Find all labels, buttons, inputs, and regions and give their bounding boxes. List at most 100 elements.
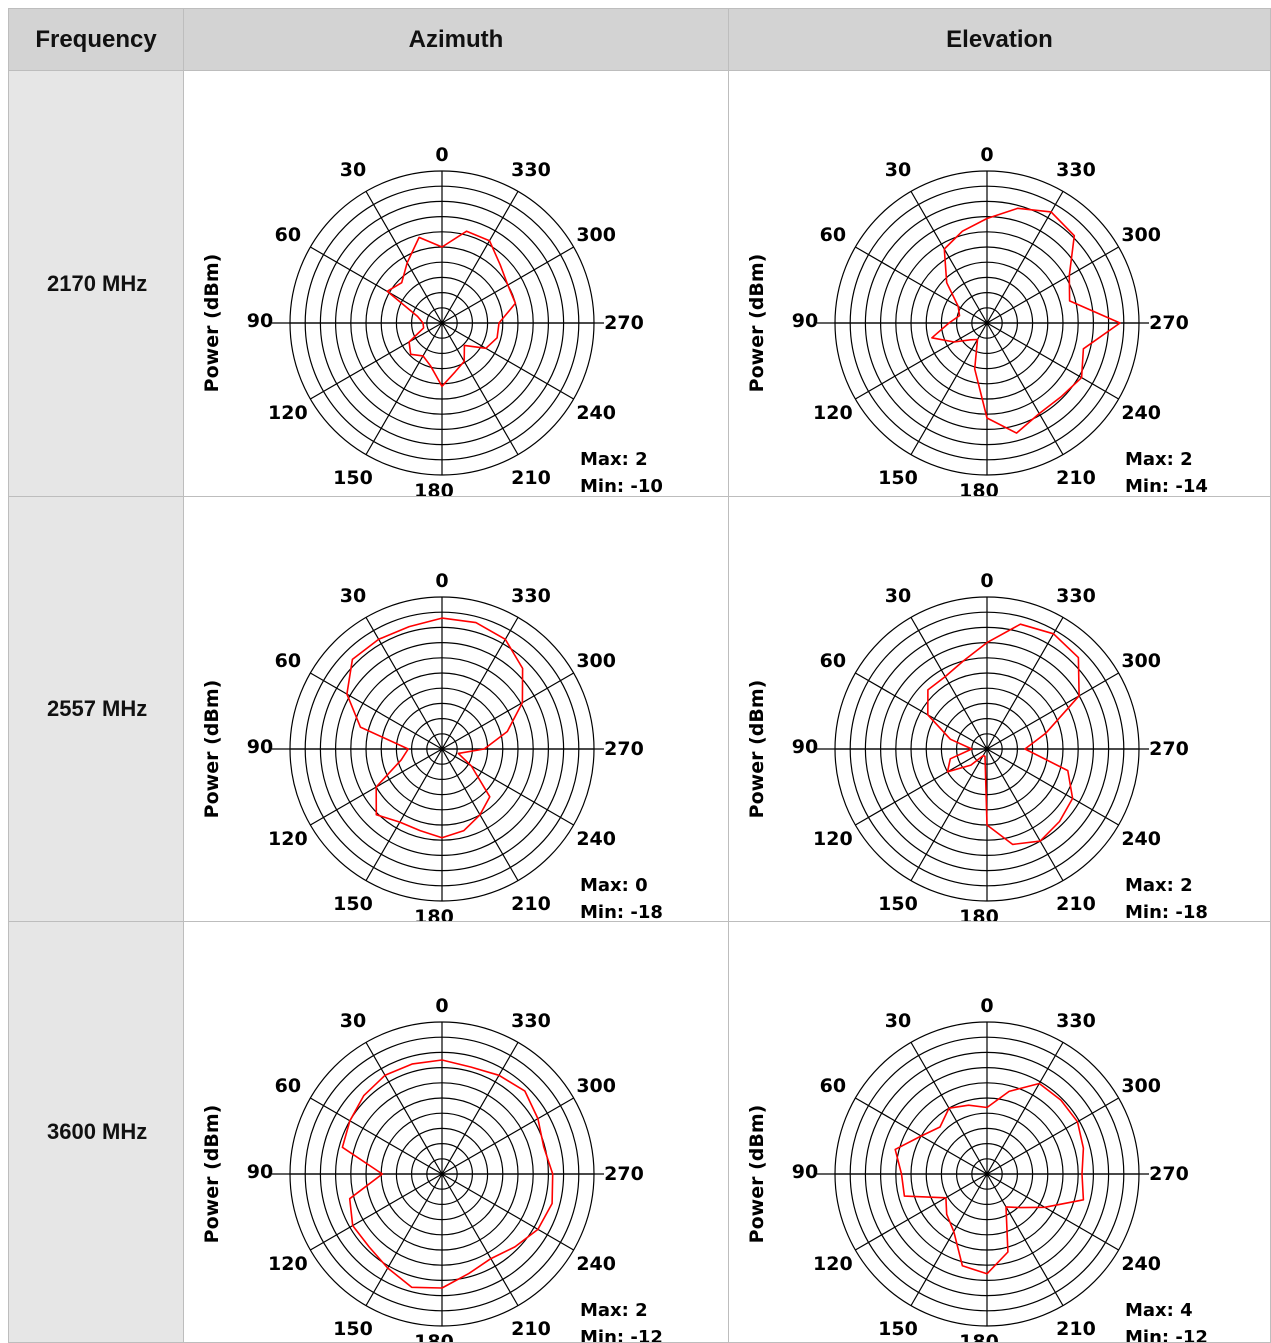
angle-tick-label: 60 — [275, 1075, 301, 1097]
grid-spoke — [986, 748, 1064, 881]
grid-spoke — [986, 672, 1119, 750]
pattern-trace — [931, 207, 1121, 434]
table-row: 2170 MHz 0 330 300 270 240 210 180 150 120 90 60 30… — [8, 70, 1271, 497]
grid-spoke — [441, 191, 519, 324]
min-label: Min: -18 — [580, 902, 663, 921]
azimuth-polar-plot: 0 330 300 270 240 210 180 150 120 90 60 30 Power (dB… — [201, 144, 663, 496]
min-label: Min: -14 — [1125, 476, 1208, 496]
grid-spoke — [855, 748, 988, 826]
angle-tick-label: 150 — [878, 893, 918, 915]
grid-spoke — [441, 1173, 519, 1306]
grid-spoke — [986, 322, 1119, 400]
max-label: Max: 0 — [580, 875, 648, 896]
frequency-cell: 2557 MHz — [8, 496, 184, 922]
grid-spoke — [986, 748, 1119, 826]
grid-spoke — [986, 246, 1119, 324]
grid-spoke — [441, 322, 519, 455]
azimuth-plot-cell: 0 330 300 270 240 210 180 150 120 90 60 30 Power (dB… — [183, 70, 729, 497]
azimuth-polar-plot: 0 330 300 270 240 210 180 150 120 90 60 30 Power (dB… — [201, 570, 663, 921]
angle-tick-label: 210 — [511, 893, 551, 915]
angle-tick-label: 0 — [980, 995, 993, 1017]
angle-tick-label: 270 — [1149, 1163, 1189, 1185]
angle-tick-label: 300 — [1121, 1075, 1161, 1097]
angle-tick-label: 0 — [980, 570, 993, 592]
grid-spoke — [441, 1042, 519, 1175]
grid-spoke — [441, 1173, 574, 1251]
grid-spoke — [986, 191, 1064, 324]
max-label: Max: 4 — [1125, 1300, 1193, 1321]
angle-tick-label: 210 — [1056, 893, 1096, 915]
min-label: Min: -12 — [1125, 1327, 1208, 1342]
angle-tick-label: 300 — [1121, 224, 1161, 246]
grid-spoke — [310, 322, 443, 400]
grid-spoke — [365, 1042, 443, 1175]
angle-tick-label: 330 — [1056, 585, 1096, 607]
angle-tick-label: 270 — [604, 738, 644, 760]
angle-tick-label: 300 — [1121, 650, 1161, 672]
radial-axis-title: Power (dBm) — [201, 254, 223, 393]
angle-tick-label: 300 — [576, 650, 616, 672]
grid-spoke — [986, 322, 1064, 455]
grid-spoke — [441, 748, 574, 826]
angle-tick-label: 60 — [820, 650, 846, 672]
grid-spoke — [365, 748, 443, 881]
grid-spoke — [986, 1042, 1064, 1175]
pattern-trace — [894, 1082, 1085, 1275]
grid-spoke — [986, 1097, 1119, 1175]
angle-tick-label: 240 — [1121, 402, 1161, 424]
angle-tick-label: 240 — [576, 1253, 616, 1275]
angle-tick-label: 300 — [576, 224, 616, 246]
angle-tick-label: 30 — [340, 585, 366, 607]
max-label: Max: 2 — [1125, 875, 1193, 896]
grid-spoke — [310, 246, 443, 324]
angle-tick-label: 330 — [511, 159, 551, 181]
angle-tick-label: 300 — [576, 1075, 616, 1097]
angle-tick-label: 60 — [275, 224, 301, 246]
angle-tick-label: 150 — [333, 1318, 373, 1340]
angle-tick-label: 330 — [511, 585, 551, 607]
angle-tick-label: 90 — [247, 736, 273, 758]
radial-axis-title: Power (dBm) — [746, 254, 768, 393]
angle-tick-label: 330 — [511, 1010, 551, 1032]
grid-spoke — [910, 322, 988, 455]
min-label: Min: -12 — [580, 1327, 663, 1342]
angle-tick-label: 150 — [333, 893, 373, 915]
pattern-trace — [386, 230, 517, 388]
grid-spoke — [910, 1173, 988, 1306]
angle-tick-label: 330 — [1056, 1010, 1096, 1032]
grid-spoke — [441, 322, 574, 400]
grid-spoke — [365, 617, 443, 750]
max-label: Max: 2 — [1125, 449, 1193, 470]
angle-tick-label: 60 — [275, 650, 301, 672]
grid-spoke — [365, 191, 443, 324]
angle-tick-label: 210 — [511, 467, 551, 489]
angle-tick-label: 30 — [885, 159, 911, 181]
angle-tick-label: 270 — [1149, 312, 1189, 334]
angle-tick-label: 120 — [268, 402, 308, 424]
antenna-pattern-table: Frequency Azimuth Elevation 2170 MHz 0 33… — [8, 8, 1271, 1343]
grid-spoke — [910, 617, 988, 750]
grid-spoke — [986, 1173, 1064, 1306]
angle-tick-label: 240 — [576, 402, 616, 424]
angle-tick-label: 30 — [885, 585, 911, 607]
pattern-trace — [346, 617, 524, 839]
angle-tick-label: 270 — [1149, 738, 1189, 760]
max-label: Max: 2 — [580, 449, 648, 470]
angle-tick-label: 30 — [340, 159, 366, 181]
grid-spoke — [986, 617, 1064, 750]
frequency-cell: 2170 MHz — [8, 70, 184, 497]
angle-tick-label: 210 — [511, 1318, 551, 1340]
angle-tick-label: 180 — [414, 480, 454, 496]
radial-axis-title: Power (dBm) — [201, 680, 223, 819]
grid-spoke — [986, 1173, 1119, 1251]
header-azimuth: Azimuth — [183, 8, 729, 71]
elevation-plot-cell: 0 330 300 270 240 210 180 150 120 90 60 30 Power (dB… — [728, 70, 1271, 497]
angle-tick-label: 150 — [878, 1318, 918, 1340]
header-elevation: Elevation — [728, 8, 1271, 71]
angle-tick-label: 210 — [1056, 467, 1096, 489]
azimuth-plot-cell: 0 330 300 270 240 210 180 150 120 90 60 30 Power (dB… — [183, 496, 729, 922]
angle-tick-label: 180 — [959, 906, 999, 921]
header-row: Frequency Azimuth Elevation — [8, 8, 1271, 71]
radial-axis-title: Power (dBm) — [201, 1105, 223, 1244]
max-label: Max: 2 — [580, 1300, 648, 1321]
